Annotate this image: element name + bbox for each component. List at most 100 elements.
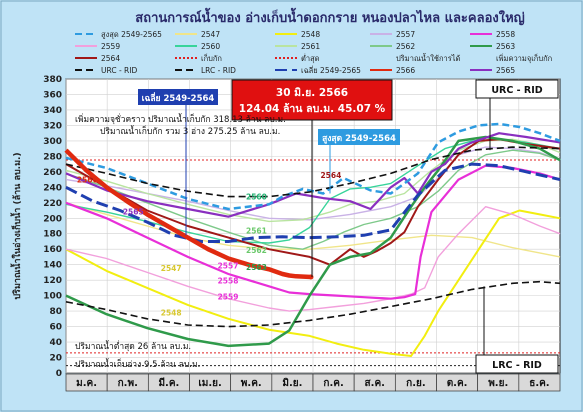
y-tick-label: 20 bbox=[49, 354, 62, 364]
urc-box bbox=[475, 79, 559, 99]
series-group bbox=[64, 122, 561, 357]
legend-label: 2547 bbox=[201, 30, 220, 39]
inline-year-label: 2563 bbox=[246, 263, 267, 272]
y-tick-label: 280 bbox=[43, 152, 62, 162]
series-line bbox=[65, 209, 561, 357]
storage-capacity-note: ปริมาณน้ำเก็บกัก รวม 3 อ่าง 275.25 ล้าน … bbox=[100, 125, 280, 137]
y-tick-label: 260 bbox=[43, 168, 62, 178]
month-label: ธ.ค. bbox=[529, 378, 549, 389]
y-tick-label: 160 bbox=[43, 245, 62, 255]
month-label: พ.ค. bbox=[241, 378, 262, 389]
month-cell bbox=[518, 373, 561, 392]
y-tick-label: 320 bbox=[43, 121, 62, 131]
legend-label: ปริมาณน้ำใช้การได้ bbox=[396, 53, 461, 63]
legend-label: LRC - RID bbox=[201, 66, 236, 75]
legend-label: สูงสุด 2549-2565 bbox=[101, 30, 162, 39]
y-axis-label: ปริมาณน้ำในอ่างเก็บน้ำ (ล้าน ลบ.ม.) bbox=[10, 152, 23, 299]
month-label: ต.ค. bbox=[447, 378, 468, 389]
inline-year-label: 2547 bbox=[161, 264, 182, 273]
y-tick-label: 40 bbox=[49, 338, 62, 348]
month-label: มี.ค. bbox=[158, 377, 179, 389]
month-label: เม.ย. bbox=[198, 378, 221, 389]
legend-label: เพิ่มความจุเก็บกัก bbox=[496, 53, 552, 63]
legend-label: 2557 bbox=[396, 30, 415, 39]
y-tick-label: 60 bbox=[49, 323, 62, 333]
inline-year-label: 2562 bbox=[246, 246, 267, 255]
legend: สูงสุด 2549-2565 2547 2548 2557 2558 2559 2560… bbox=[75, 30, 552, 75]
date-box bbox=[231, 79, 393, 121]
y-tick-label: 140 bbox=[43, 261, 62, 271]
series-line bbox=[65, 164, 561, 300]
usable-storage-note: ปริมาณน้ำเก็บอ่าง 9.5 ล้าน ลบ.ม. bbox=[75, 358, 200, 370]
legend-label: 2566 bbox=[396, 66, 415, 75]
max-label-box bbox=[318, 129, 400, 145]
max-label: สูงสุด 2549-2564 bbox=[322, 134, 396, 144]
chart-title: สถานการณ์น้ำของ อ่างเก็บน้ำดอกกราย หนองป… bbox=[135, 7, 524, 26]
month-label: ส.ค. bbox=[365, 378, 385, 389]
y-tick-label: 220 bbox=[43, 199, 62, 209]
legend-label: เฉลี่ย 2549-2565 bbox=[301, 65, 361, 75]
avg-label-box bbox=[138, 89, 218, 105]
inline-year-label: 2548 bbox=[161, 309, 182, 318]
y-tick-label: 200 bbox=[43, 214, 62, 224]
series-line bbox=[65, 162, 561, 243]
legend-label: 2565 bbox=[496, 66, 515, 75]
increase-capacity-note: เพิ่มความจุชั่วคราว ปริมาณน้ำเก็บกัก 318… bbox=[75, 113, 286, 125]
y-tick-label: 380 bbox=[43, 75, 62, 85]
current-point bbox=[308, 274, 314, 280]
series-line bbox=[64, 148, 312, 280]
legend-label: 2559 bbox=[101, 42, 120, 51]
series-line bbox=[65, 122, 561, 211]
series-line bbox=[65, 132, 561, 218]
y-tick-label: 80 bbox=[49, 307, 62, 317]
inline-year-label: 2558 bbox=[218, 276, 239, 285]
lrc-box bbox=[475, 354, 559, 374]
series-line bbox=[65, 205, 561, 312]
inline-year-label: 2559 bbox=[218, 293, 239, 302]
annotations: 30 มิ.ย. 2566 124.04 ล้าน ลบ.ม. 45.07 % เฉ… bbox=[75, 79, 559, 374]
lrc-label: LRC - RID bbox=[492, 360, 542, 371]
legend-label: 2558 bbox=[496, 30, 515, 39]
y-tick-label: 340 bbox=[43, 106, 62, 116]
date-box-line2: 124.04 ล้าน ลบ.ม. 45.07 % bbox=[239, 102, 386, 115]
y-tick-label: 360 bbox=[43, 90, 62, 100]
month-label: ก.พ. bbox=[118, 378, 138, 389]
y-tick-label: 180 bbox=[43, 230, 62, 240]
month-label: พ.ย. bbox=[488, 378, 508, 389]
series-line bbox=[65, 135, 561, 348]
series-line bbox=[65, 202, 561, 258]
y-tick-label: 240 bbox=[43, 183, 62, 193]
inline-year-label: 2564 bbox=[320, 171, 341, 180]
legend-label: 2548 bbox=[301, 30, 320, 39]
inline-year-label: 2565 bbox=[123, 207, 144, 216]
month-label: มิ.ย. bbox=[282, 377, 302, 389]
inline-year-label: 2560 bbox=[246, 193, 267, 202]
inline-year-label: 2561 bbox=[246, 227, 267, 236]
y-tick-label: 300 bbox=[43, 137, 62, 147]
y-tick-label: 0 bbox=[56, 369, 62, 379]
y-ticks: 0 20 40 60 80 100 120 140 160 180 200 220 240 260 280 3… bbox=[43, 75, 62, 379]
series-line bbox=[65, 280, 561, 328]
min-storage-note: ปริมาณน้ำต่ำสุด 26 ล้าน ลบ.ม. bbox=[75, 340, 191, 352]
series-line bbox=[65, 146, 561, 198]
urc-label: URC - RID bbox=[491, 85, 542, 96]
avg-label: เฉลี่ย 2549-2564 bbox=[142, 91, 215, 104]
y-tick-label: 120 bbox=[43, 276, 62, 286]
inline-year-label: 2557 bbox=[218, 262, 239, 271]
legend-label: 2562 bbox=[396, 42, 415, 51]
legend-label: 2563 bbox=[496, 42, 515, 51]
series-line bbox=[65, 149, 561, 250]
month-label: ม.ค. bbox=[76, 378, 97, 389]
month-label: ก.ค. bbox=[323, 378, 343, 389]
month-axis: ม.ค. ก.พ. มี.ค. เม.ย. พ.ค. มิ.ย. ก.ค. ส.ค. ก.ย. ต… bbox=[65, 373, 561, 392]
month-label: ก.ย. bbox=[406, 378, 426, 389]
legend-label: 2564 bbox=[101, 54, 120, 63]
inline-year-label: 2566 bbox=[77, 176, 98, 185]
date-box-line1: 30 มิ.ย. 2566 bbox=[276, 87, 348, 99]
legend-label: 2560 bbox=[201, 42, 220, 51]
legend-label: เก็บกัก bbox=[201, 53, 222, 63]
y-tick-label: 100 bbox=[43, 292, 62, 302]
legend-label: URC - RID bbox=[101, 66, 137, 75]
